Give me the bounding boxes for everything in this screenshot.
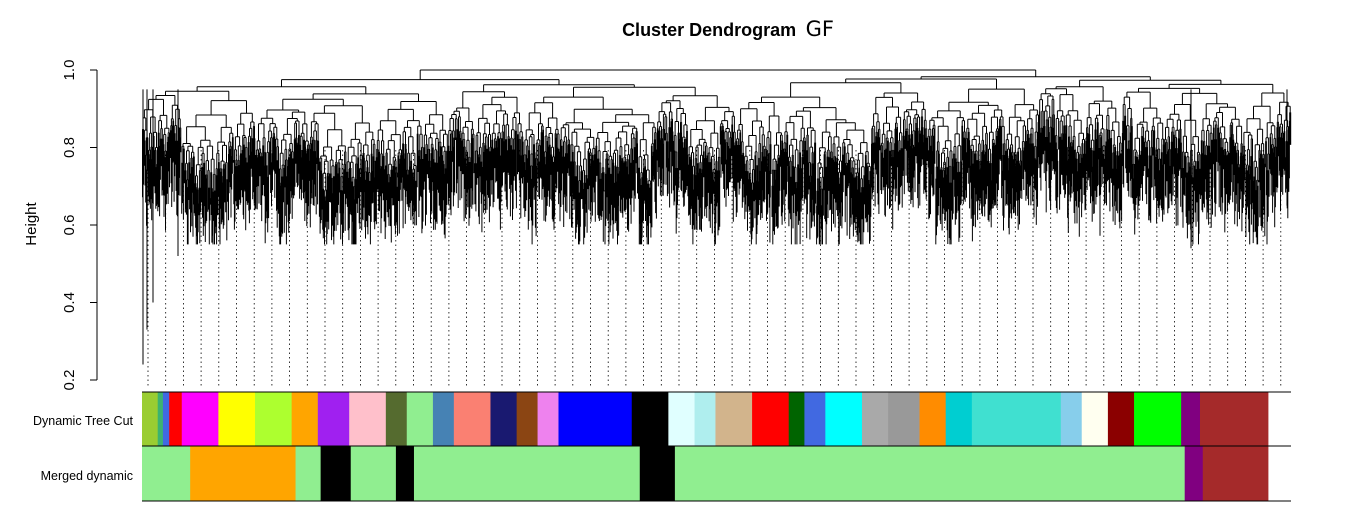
module-color-block — [825, 392, 863, 446]
chart-title-suffix: GF — [806, 17, 834, 41]
module-color-block — [291, 392, 319, 446]
module-color-block — [537, 392, 559, 446]
module-color-block — [1060, 392, 1083, 446]
module-color-block — [945, 392, 973, 446]
module-color-block — [919, 392, 947, 446]
module-color-block — [255, 392, 293, 446]
module-color-block — [631, 392, 669, 446]
module-color-block — [888, 392, 920, 446]
module-color-block — [142, 392, 159, 446]
leaf-guide-lines — [147, 150, 1282, 388]
y-tick-label: 0.4 — [61, 292, 78, 313]
module-color-block — [320, 446, 352, 501]
row-label-merged-dynamic: Merged dynamic — [41, 469, 133, 483]
module-color-block — [406, 392, 434, 446]
module-color-block — [558, 392, 633, 446]
module-color-block — [639, 446, 676, 501]
module-color-block — [169, 392, 183, 446]
y-tick-label: 0.2 — [61, 370, 78, 391]
module-color-block — [516, 392, 538, 446]
module-color-block — [668, 392, 695, 446]
module-color-block — [432, 392, 455, 446]
module-color-block — [971, 392, 1062, 446]
module-color-block — [218, 392, 256, 446]
module-color-block — [1202, 446, 1269, 501]
color-row-0 — [142, 392, 1269, 446]
chart-title: Cluster Dendrogram GF — [622, 17, 834, 41]
module-color-block — [162, 392, 170, 446]
module-color-block — [190, 446, 296, 501]
module-color-block — [1081, 392, 1109, 446]
y-tick-label: 1.0 — [61, 60, 78, 81]
module-color-block — [1181, 392, 1201, 446]
module-color-block — [861, 392, 889, 446]
y-tick-label: 0.6 — [61, 215, 78, 236]
module-color-block — [413, 446, 641, 501]
module-color-block — [804, 392, 826, 446]
module-color-block — [350, 446, 397, 501]
dendrogram-branches — [142, 69, 1292, 365]
module-color-block — [694, 392, 716, 446]
module-color-block — [317, 392, 350, 446]
module-color-block — [453, 392, 491, 446]
module-color-block — [181, 392, 219, 446]
dendrogram-tree — [142, 69, 1292, 365]
module-color-block — [788, 392, 805, 446]
y-axis-label: Height — [23, 201, 40, 245]
row-label-dynamic-tree-cut: Dynamic Tree Cut — [33, 414, 134, 428]
y-tick-label: 0.8 — [61, 137, 78, 158]
module-color-block — [752, 392, 790, 446]
module-color-block — [1107, 392, 1135, 446]
module-color-block — [1199, 392, 1269, 446]
module-color-block — [1134, 392, 1182, 446]
chart-title-main: Cluster Dendrogram — [622, 20, 796, 40]
y-axis: 0.2 0.4 0.6 0.8 1.0 — [61, 60, 98, 391]
module-color-block — [674, 446, 1186, 501]
module-color-block — [142, 446, 191, 501]
module-color-block — [490, 392, 518, 446]
module-color-block — [385, 392, 408, 446]
module-color-block — [715, 392, 753, 446]
module-color-block — [1184, 446, 1204, 501]
module-color-block — [349, 392, 387, 446]
module-color-block — [295, 446, 322, 501]
module-color-block — [395, 446, 415, 501]
module-color-rows — [142, 391, 1291, 502]
color-row-1 — [142, 446, 1269, 501]
module-color-block — [157, 392, 164, 446]
